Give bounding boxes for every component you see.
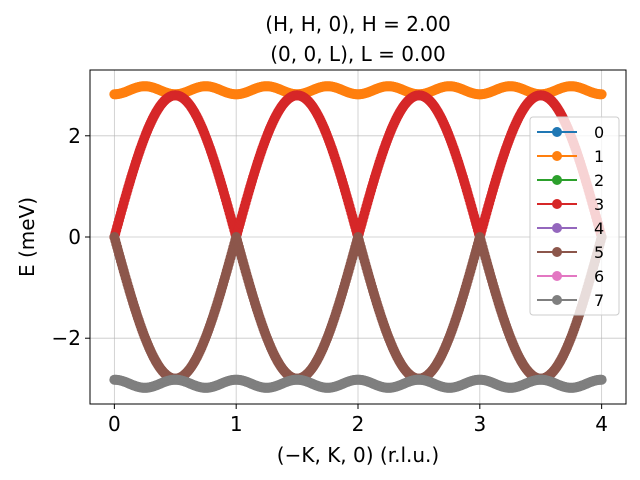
x-ticks: 0 1 2 3 4 [108, 404, 608, 436]
legend: 0 1 2 3 4 5 6 7 [529, 116, 620, 316]
legend-marker [552, 223, 562, 233]
title-line-1: (H, H, 0), H = 2.00 [265, 12, 451, 36]
series-3 [109, 90, 607, 242]
legend-label: 0 [594, 123, 604, 142]
title-line-2: (0, 0, L), L = 0.00 [270, 42, 446, 66]
legend-label: 2 [594, 171, 604, 190]
legend-marker [552, 151, 562, 161]
y-ticks: −2 0 2 [52, 124, 90, 350]
legend-marker [552, 199, 562, 209]
legend-label: 1 [594, 147, 604, 166]
legend-item: 3 [537, 195, 604, 214]
legend-item: 2 [537, 171, 604, 190]
legend-item: 7 [537, 291, 604, 310]
y-axis-label: E (meV) [15, 197, 39, 277]
legend-marker [552, 127, 562, 137]
legend-label: 3 [594, 195, 604, 214]
x-tick-label: 4 [595, 412, 608, 436]
series-7 [109, 374, 607, 393]
y-tick-label: 2 [68, 124, 81, 148]
legend-marker [552, 271, 562, 281]
chart-title: (H, H, 0), H = 2.00 (0, 0, L), L = 0.00 [265, 12, 451, 66]
legend-item: 1 [537, 147, 604, 166]
x-axis-label: (−K, K, 0) (r.l.u.) [277, 443, 439, 467]
legend-label: 7 [594, 291, 604, 310]
x-tick-label: 0 [108, 412, 121, 436]
x-tick-label: 2 [352, 412, 365, 436]
legend-marker [552, 295, 562, 305]
legend-item: 0 [537, 123, 604, 142]
y-tick-label: −2 [52, 326, 81, 350]
series-1 [109, 81, 607, 100]
legend-label: 6 [594, 267, 604, 286]
x-tick-label: 3 [473, 412, 486, 436]
y-tick-label: 0 [68, 225, 81, 249]
data-point [596, 89, 607, 100]
x-tick-label: 1 [230, 412, 243, 436]
legend-item: 5 [537, 243, 604, 262]
legend-frame [529, 116, 620, 316]
legend-item: 4 [537, 219, 604, 238]
series-layer [109, 81, 607, 393]
legend-marker [552, 175, 562, 185]
legend-label: 5 [594, 243, 604, 262]
legend-label: 4 [594, 219, 604, 238]
data-point [596, 374, 607, 385]
legend-marker [552, 247, 562, 257]
legend-item: 6 [537, 267, 604, 286]
